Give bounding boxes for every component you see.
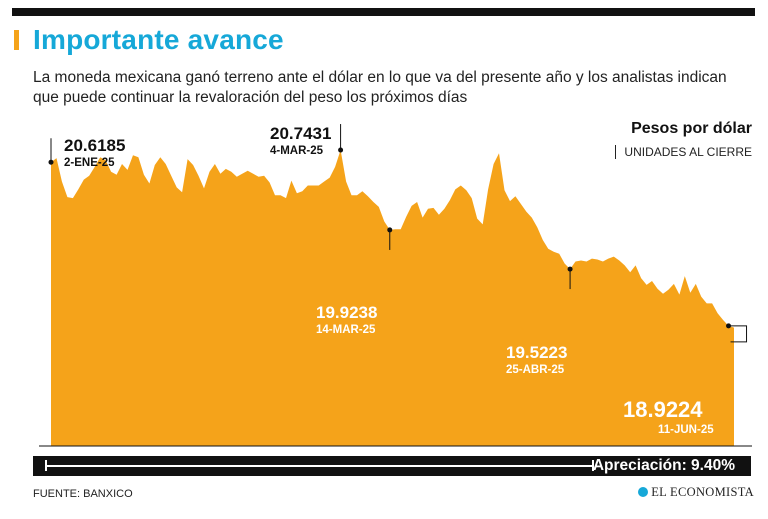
annotation-date-mar14: 14-MAR-25	[316, 324, 376, 336]
annotation-value-mar4: 20.7431	[270, 124, 332, 143]
annotation-marker	[726, 323, 748, 343]
unit-subtitle: UNIDADES AL CIERRE	[615, 145, 752, 159]
exchange-rate-area	[51, 150, 734, 446]
annotation-value-jun11: 18.9224	[623, 397, 703, 422]
top-bar	[12, 8, 755, 16]
annotation-marker	[48, 138, 54, 165]
brand-icon	[638, 487, 649, 497]
source-note: FUENTE: BANXICO	[33, 488, 133, 500]
annotation-date-jun11: 11-JUN-25	[658, 424, 714, 436]
title-marker	[14, 30, 19, 50]
appreciation-bar: Apreciación: 9.40%	[33, 456, 751, 476]
brand-name: EL ECONOMISTA	[651, 485, 754, 499]
annotation-marker	[338, 124, 344, 153]
annotation-marker	[387, 227, 393, 250]
annotation-value-mar14: 19.9238	[316, 303, 378, 322]
annotation-date-mar4: 4-MAR-25	[270, 145, 324, 157]
range-end-tick	[592, 460, 594, 471]
annotation-date-jan2: 2-ENE-25	[64, 157, 115, 169]
chart-title: Importante avance	[33, 24, 284, 55]
annotation-value-jan2: 20.6185	[64, 136, 126, 155]
annotation-date-apr25: 25-ABR-25	[506, 364, 565, 376]
annotation-marker	[567, 266, 573, 290]
brand-logo: EL ECONOMISTA	[638, 485, 754, 500]
unit-title: Pesos por dólar	[631, 120, 752, 137]
appreciation-label: Apreciación: 9.40%	[592, 457, 735, 474]
chart-subtitle: La moneda mexicana ganó terreno ante el …	[33, 69, 727, 106]
range-line	[45, 465, 593, 467]
annotation-value-apr25: 19.5223	[506, 343, 568, 362]
